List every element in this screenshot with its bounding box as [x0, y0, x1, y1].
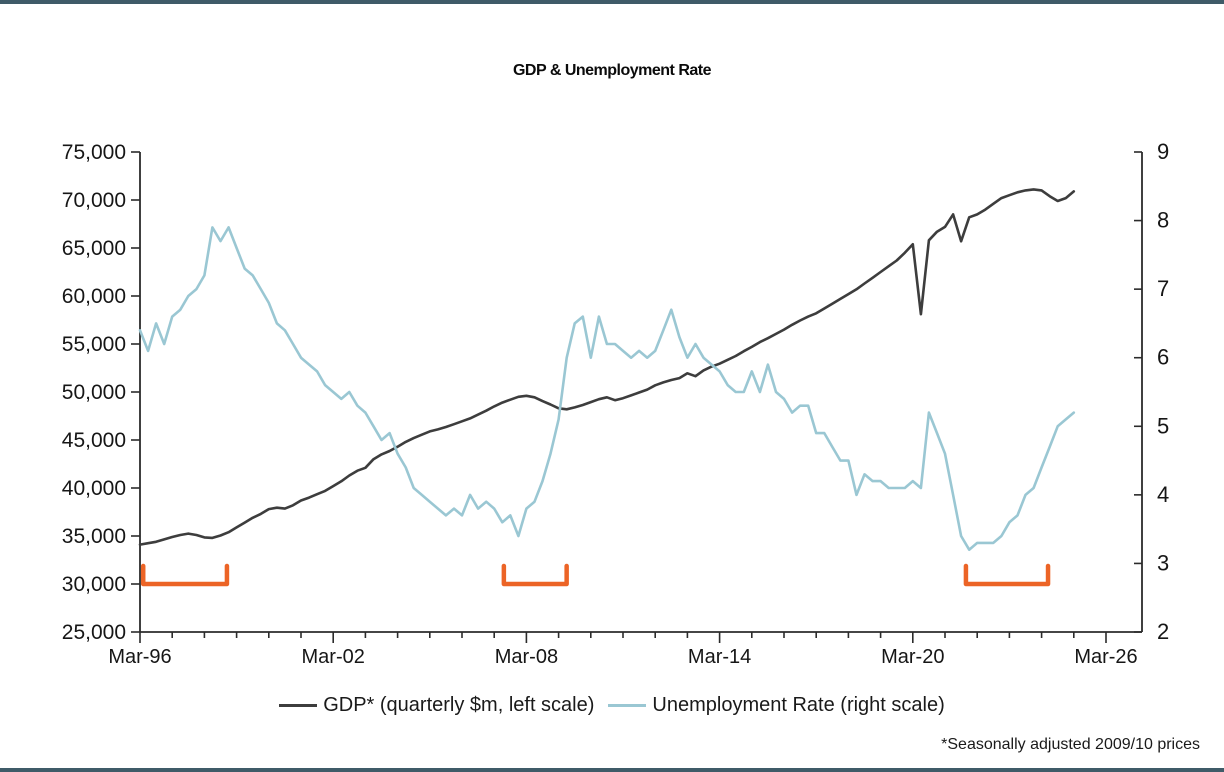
- chart-footnote: *Seasonally adjusted 2009/10 prices: [941, 736, 1200, 753]
- unemployment-line: [138, 226, 1076, 552]
- chart-legend: GDP* (quarterly $m, left scale) Unemploy…: [0, 694, 1224, 717]
- bottom-border-bar: [0, 768, 1224, 772]
- recession-bracket: [963, 563, 1051, 587]
- right-axis-tick-label: 5: [1157, 413, 1169, 438]
- left-axis-tick-label: 45,000: [62, 429, 126, 452]
- right-axis-tick-label: 2: [1157, 619, 1169, 644]
- right-axis-tick-label: 7: [1157, 276, 1169, 301]
- right-axis-tick-label: 6: [1157, 345, 1169, 370]
- x-axis-tick-label: Mar-26: [1074, 646, 1137, 668]
- left-axis-tick-label: 25,000: [62, 621, 126, 644]
- right-axis-tick-label: 9: [1157, 139, 1169, 164]
- x-axis-tick-label: Mar-02: [302, 646, 365, 668]
- legend-item-gdp: GDP* (quarterly $m, left scale): [279, 694, 594, 717]
- recession-bracket: [140, 563, 230, 587]
- left-axis-tick-label: 65,000: [62, 237, 126, 260]
- legend-item-unemployment: Unemployment Rate (right scale): [608, 694, 945, 717]
- top-border-bar: [0, 0, 1224, 4]
- right-axis-tick-label: 4: [1157, 482, 1169, 507]
- gdp-line-swatch: [279, 704, 318, 707]
- left-axis-tick-label: 30,000: [62, 573, 126, 596]
- gdp-line: [138, 188, 1076, 546]
- recession-bracket: [501, 563, 569, 587]
- chart-title: GDP & Unemployment Rate: [512, 62, 712, 79]
- unemployment-legend-label: Unemployment Rate (right scale): [652, 694, 945, 716]
- right-axis-tick-label: 3: [1157, 550, 1169, 575]
- left-axis-tick-label: 75,000: [62, 141, 126, 164]
- left-axis-tick-label: 55,000: [62, 333, 126, 356]
- x-axis-tick-label: Mar-14: [688, 646, 751, 668]
- left-axis-tick-label: 60,000: [62, 285, 126, 308]
- x-axis-tick-label: Mar-96: [108, 646, 171, 668]
- unemployment-line-swatch: [608, 704, 647, 707]
- right-axis-tick-label: 8: [1157, 208, 1169, 233]
- x-axis-tick-label: Mar-20: [881, 646, 944, 668]
- left-axis-tick-label: 35,000: [62, 525, 126, 548]
- gdp-legend-label: GDP* (quarterly $m, left scale): [323, 694, 595, 716]
- left-axis-tick-label: 70,000: [62, 189, 126, 212]
- x-axis-tick-label: Mar-08: [495, 646, 558, 668]
- left-axis-tick-label: 40,000: [62, 477, 126, 500]
- left-axis-tick-label: 50,000: [62, 381, 126, 404]
